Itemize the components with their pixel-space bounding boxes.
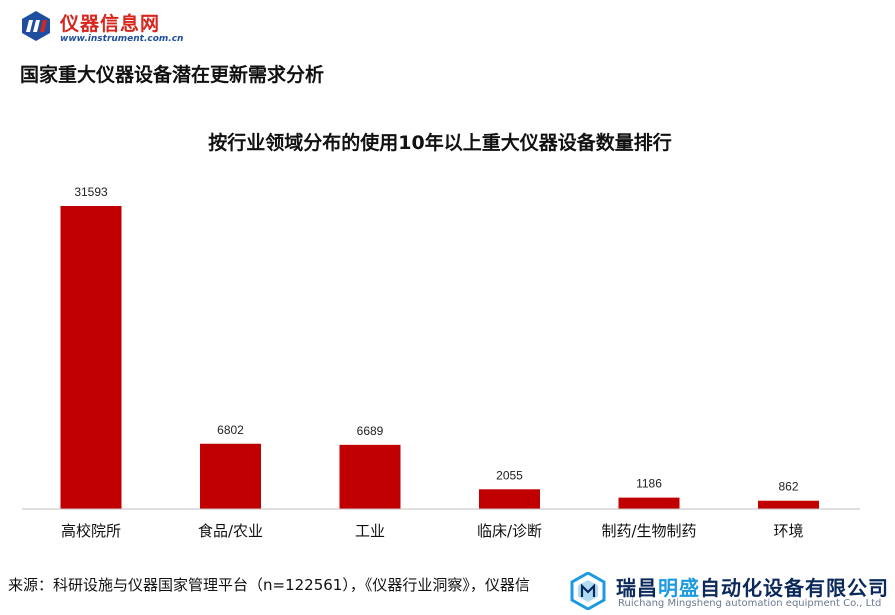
company-name-highlight: 明盛	[658, 576, 700, 600]
company-name-part2: 自动化设备有限公司	[700, 576, 889, 600]
bar	[200, 443, 261, 509]
page-title: 国家重大仪器设备潜在更新需求分析	[20, 64, 325, 86]
data-label: 862	[778, 480, 798, 494]
x-tick-label: 环境	[773, 522, 803, 540]
x-tick-label: 制药/生物制药	[601, 522, 696, 540]
company-watermark: 瑞昌明盛自动化设备有限公司 Ruichang Mingsheng automat…	[566, 568, 895, 615]
bar	[60, 206, 122, 509]
x-tick-label: 工业	[355, 522, 385, 540]
logo: 仪器信息网 www.instrument.com.cn	[14, 8, 183, 46]
source-note: 来源：科研设施与仪器国家管理平台（n=122561），《仪器行业洞察》，仪器信	[8, 576, 530, 594]
logo-url: www.instrument.com.cn	[60, 34, 184, 44]
data-label: 6802	[217, 423, 244, 437]
chart-title: 按行业领域分布的使用10年以上重大仪器设备数量排行	[208, 132, 672, 154]
data-label: 2055	[496, 468, 523, 482]
bar	[339, 444, 401, 509]
data-label: 31593	[74, 185, 108, 199]
data-label: 1186	[636, 477, 662, 491]
logo-name: 仪器信息网	[60, 13, 161, 35]
bar	[618, 497, 680, 509]
x-tick-label: 食品/农业	[198, 522, 263, 540]
x-tick-label: 高校院所	[61, 522, 121, 540]
logo-icon	[22, 11, 50, 41]
bar	[479, 489, 540, 509]
company-name-en: Ruichang Mingsheng automation equipment …	[618, 598, 882, 609]
x-tick-label: 临床/诊断	[477, 522, 542, 540]
company-name-part1: 瑞昌	[616, 576, 658, 600]
data-label: 6689	[357, 424, 384, 438]
company-name: 瑞昌明盛自动化设备有限公司	[616, 572, 889, 601]
hexagon-logo-icon	[570, 572, 606, 610]
bar	[758, 500, 819, 509]
